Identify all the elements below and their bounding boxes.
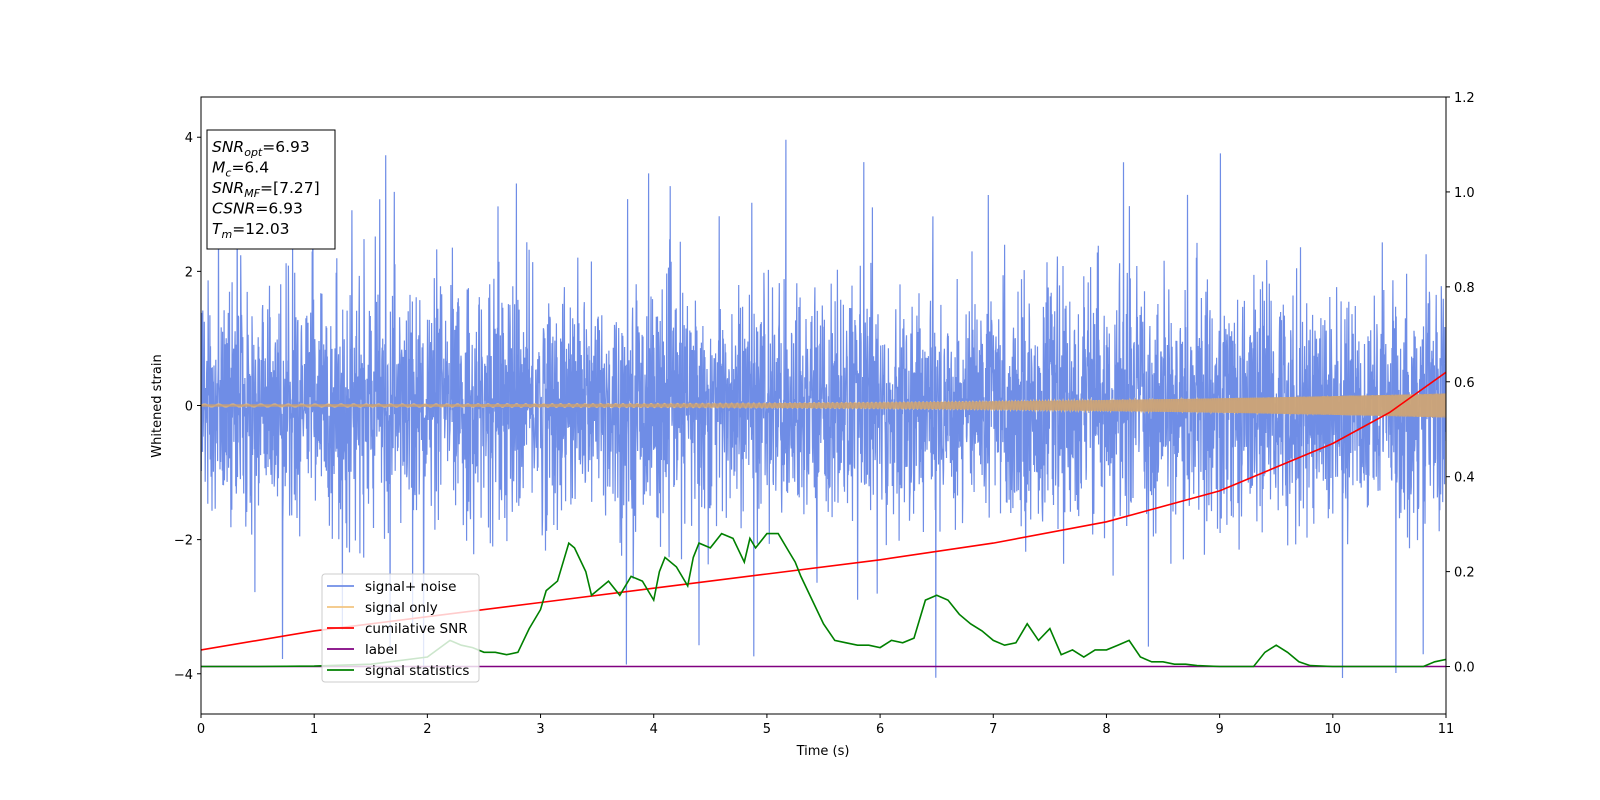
legend-label: signal+ noise [365, 579, 456, 595]
annotation-line: CSNR=6.93 [212, 200, 303, 218]
y-left-tick-label: 4 [185, 131, 193, 146]
y-axis-title: Whitened strain [150, 354, 165, 457]
legend-label: signal only [365, 600, 438, 616]
x-tick-label: 4 [650, 722, 658, 737]
x-tick-label: 1 [310, 722, 318, 737]
x-axis-title: Time (s) [796, 744, 850, 759]
x-tick-label: 9 [1215, 722, 1223, 737]
legend-label: signal statistics [365, 663, 469, 679]
y-right-tick-label: 0.2 [1454, 566, 1475, 581]
y-right-tick-label: 0.0 [1454, 661, 1475, 676]
signal-only-envelope [201, 393, 1446, 418]
annotation-line: Tm=12.03 [212, 220, 290, 241]
x-tick-label: 6 [876, 722, 884, 737]
x-tick-label: 5 [763, 722, 771, 737]
annotation-line: Mc=6.4 [212, 159, 269, 180]
y-left-tick-label: 2 [185, 265, 193, 280]
legend: signal+ noise signal only cumilative SNR la… [321, 573, 480, 683]
y-right-tick-label: 1.0 [1454, 186, 1475, 201]
x-tick-label: 3 [536, 722, 544, 737]
series-signal-noise-line [201, 129, 1446, 679]
x-tick-label: 2 [423, 722, 431, 737]
y-left-tick-label: 0 [185, 400, 193, 415]
annotation-box-frame [206, 129, 336, 250]
y-left-tick-label: −4 [174, 668, 193, 683]
x-tick-label: 10 [1325, 722, 1342, 737]
y-right-tick-label: 0.6 [1454, 376, 1475, 391]
annotation-line: SNRMF=[7.27] [212, 179, 320, 200]
legend-label: label [365, 642, 398, 658]
y-right-tick-label: 0.8 [1454, 281, 1475, 296]
y-right-tick-label: 0.4 [1454, 471, 1475, 486]
y-left-tick-label: −2 [174, 534, 193, 549]
ticks: 0 1 2 3 4 5 6 7 8 9 10 11 −4 −2 0 2 4 0.0 0.2 0.4 0.6 0.8 1.0 1… [174, 91, 1475, 737]
legend-frame [321, 573, 480, 683]
x-tick-label: 8 [1102, 722, 1110, 737]
x-tick-label: 7 [989, 722, 997, 737]
legend-label: cumilative SNR [365, 621, 468, 637]
x-tick-label: 11 [1438, 722, 1455, 737]
series-signal-statistics-line [201, 532, 1446, 668]
y-right-tick-label: 1.2 [1454, 91, 1475, 106]
annotation-line: SNRopt=6.93 [212, 138, 310, 159]
x-tick-label: 0 [197, 722, 205, 737]
